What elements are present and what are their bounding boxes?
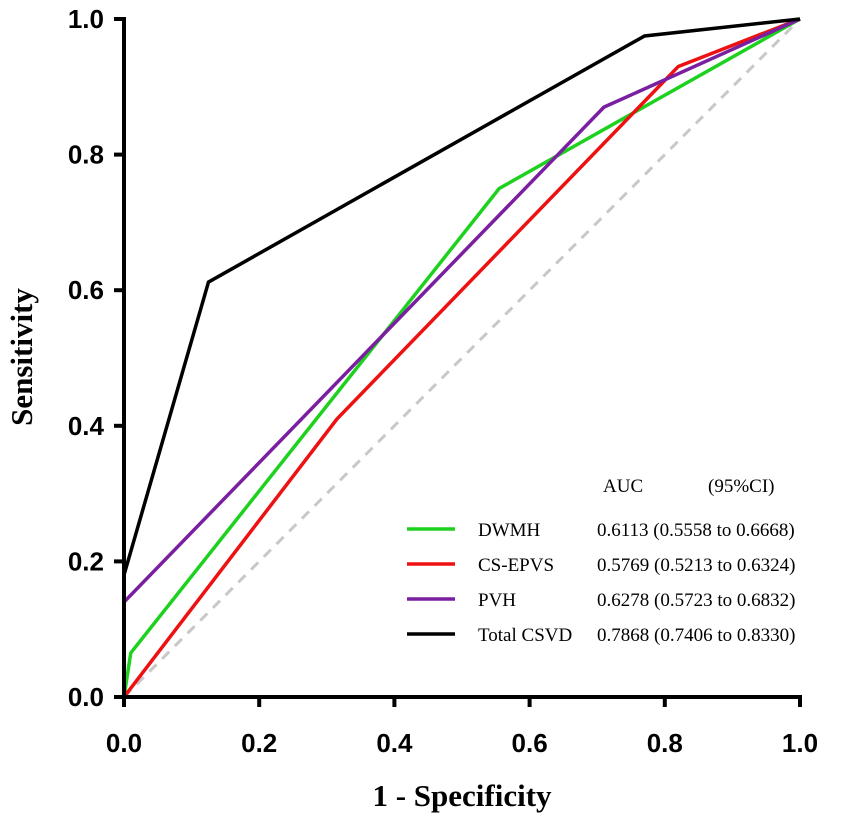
legend-header-ci: (95%CI) xyxy=(708,476,774,497)
y-tick-label: 1.0 xyxy=(68,4,104,34)
legend-label-cs-epvs: CS-EPVS xyxy=(478,555,554,576)
legend-label-total-csvd: Total CSVD xyxy=(478,625,572,646)
x-tick-label: 1.0 xyxy=(782,728,818,758)
x-tick-label: 0.0 xyxy=(106,728,142,758)
series-line-dwmh xyxy=(122,17,801,698)
legend-auc-total-csvd: 0.7868 (0.7406 to 0.8330) xyxy=(597,625,795,646)
series-line-pvh xyxy=(122,17,801,604)
y-tick-label: 0.2 xyxy=(68,546,104,576)
x-tick-label: 0.8 xyxy=(647,728,683,758)
plot-area xyxy=(122,17,802,699)
legend-header-auc: AUC xyxy=(603,476,643,497)
series-line-cs-epvs xyxy=(122,17,801,699)
axes: 0.0 0.2 0.4 0.6 0.8 1.0 0.0 0.2 0.4 0.6 0.8 1.0 xyxy=(68,4,818,758)
y-tick-label: 0.0 xyxy=(68,682,104,712)
legend: AUC (95%CI) DWMH 0.6113 (0.5558 to 0.6668… xyxy=(407,476,795,646)
series-line-total-csvd xyxy=(122,17,801,576)
y-tick-label: 0.6 xyxy=(68,275,104,305)
legend-label-pvh: PVH xyxy=(478,590,516,611)
legend-auc-cs-epvs: 0.5769 (0.5213 to 0.6324) xyxy=(597,555,795,576)
x-axis-title: 1 - Specificity xyxy=(372,778,552,813)
y-axis-title: Sensitivity xyxy=(4,288,39,426)
legend-auc-dwmh: 0.6113 (0.5558 to 0.6668) xyxy=(597,520,795,541)
x-tick-label: 0.6 xyxy=(512,728,548,758)
x-tick-label: 0.2 xyxy=(241,728,277,758)
legend-label-dwmh: DWMH xyxy=(478,520,541,541)
legend-auc-pvh: 0.6278 (0.5723 to 0.6832) xyxy=(597,590,795,611)
reference-diagonal-line xyxy=(122,17,802,699)
y-tick-label: 0.8 xyxy=(68,140,104,170)
x-tick-label: 0.4 xyxy=(376,728,413,758)
y-tick-label: 0.4 xyxy=(68,411,105,441)
